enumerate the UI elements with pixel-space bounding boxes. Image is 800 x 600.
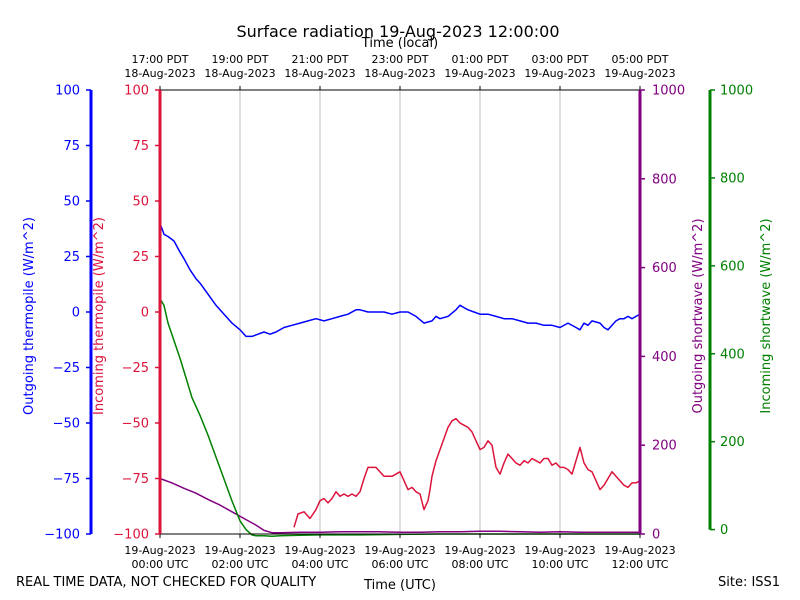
y-tick-label: 600 (652, 261, 677, 276)
x-tick-label-date: 19-Aug-2023 (604, 544, 675, 557)
y-tick-label: 800 (652, 172, 677, 187)
quality-note: REAL TIME DATA, NOT CHECKED FOR QUALITY (16, 575, 317, 590)
y-tick-label: 25 (63, 250, 80, 265)
y-axis-out-sw: 0 200 400 600 800 1000 Outgoing shortwave (W/m… (638, 84, 706, 543)
top-tick-label-time: 19:00 PDT (211, 53, 268, 66)
x-tick-label-date: 19-Aug-2023 (204, 544, 275, 557)
top-tick-label-date: 18-Aug-2023 (284, 67, 355, 80)
y-tick-label: 200 (652, 439, 677, 454)
y-tick-label: 0 (652, 528, 660, 543)
x-tick-label-date: 19-Aug-2023 (284, 544, 355, 557)
y-tick-label: 400 (652, 350, 677, 365)
x-tick-label-time: 06:00 UTC (371, 558, 428, 571)
x-tick-label-time: 00:00 UTC (131, 558, 188, 571)
y-tick-label: −100 (113, 528, 149, 543)
top-axis-title: Time (local) (361, 36, 438, 51)
x-tick-label-time: 04:00 UTC (291, 558, 348, 571)
series-line-outgoing-shortwave (159, 477, 640, 534)
x-tick-label-time: 08:00 UTC (451, 558, 508, 571)
y-tick-label: −25 (53, 361, 80, 376)
top-tick-label-time: 21:00 PDT (291, 53, 348, 66)
y-axis-title: Incoming thermopile (W/m^2) (92, 217, 107, 415)
y-tick-label: 0 (141, 306, 149, 321)
site-label: Site: ISS1 (718, 575, 781, 590)
y-axis-in-sw: 0 200 400 600 800 1000 Incoming shortwave (W/m… (708, 84, 774, 538)
y-axis-out-thermo: −100 −75 −50 −25 0 25 50 75 100 Outgoing thermopi… (22, 84, 93, 543)
y-axis-title: Incoming shortwave (W/m^2) (759, 218, 774, 413)
y-tick-label: 800 (720, 171, 745, 186)
y-tick-label: 1000 (720, 84, 753, 99)
y-tick-label: −50 (122, 417, 149, 432)
x-tick-label-date: 19-Aug-2023 (524, 544, 595, 557)
y-axis-title: Outgoing shortwave (W/m^2) (691, 218, 706, 413)
y-tick-label: 50 (63, 195, 80, 210)
series-line-outgoing-thermopile (159, 222, 641, 338)
top-tick-label-date: 18-Aug-2023 (124, 67, 195, 80)
y-tick-label: 0 (720, 523, 728, 538)
top-tick-label-date: 19-Aug-2023 (444, 67, 515, 80)
y-tick-label: −75 (53, 472, 80, 487)
y-axis-title: Outgoing thermopile (W/m^2) (22, 217, 37, 415)
top-tick-label-time: 05:00 PDT (611, 53, 668, 66)
top-tick-label-date: 19-Aug-2023 (604, 67, 675, 80)
x-tick-label-date: 19-Aug-2023 (364, 544, 435, 557)
y-tick-label: −75 (122, 472, 149, 487)
x-tick-label-time: 02:00 UTC (211, 558, 268, 571)
y-tick-label: −25 (122, 361, 149, 376)
x-tick-label-date: 19-Aug-2023 (124, 544, 195, 557)
y-tick-label: 0 (72, 306, 80, 321)
y-tick-label: 25 (132, 250, 149, 265)
y-tick-label: −50 (53, 417, 80, 432)
y-tick-label: 1000 (652, 84, 685, 99)
y-tick-label: 400 (720, 347, 745, 362)
y-tick-label: −100 (44, 528, 80, 543)
top-tick-label-date: 18-Aug-2023 (364, 67, 435, 80)
y-tick-label: 100 (55, 84, 80, 99)
series-line-incoming-thermopile (293, 417, 641, 528)
y-tick-label: 200 (720, 435, 745, 450)
x-tick-label-time: 10:00 UTC (531, 558, 588, 571)
x-tick-label-time: 12:00 UTC (611, 558, 668, 571)
y-tick-label: 50 (132, 195, 149, 210)
top-tick-label-time: 03:00 PDT (531, 53, 588, 66)
y-tick-label: 75 (63, 139, 80, 154)
top-tick-label-time: 17:00 PDT (131, 53, 188, 66)
y-axis-in-thermo: −100 −75 −50 −25 0 25 50 75 100 Incoming thermopi… (92, 84, 162, 543)
top-tick-label-time: 01:00 PDT (451, 53, 508, 66)
y-tick-label: 600 (720, 259, 745, 274)
top-tick-label-date: 18-Aug-2023 (204, 67, 275, 80)
y-tick-label: 75 (132, 139, 149, 154)
y-tick-label: 100 (124, 84, 149, 99)
x-axis-label: Time (UTC) (363, 578, 436, 593)
chart-title: Surface radiation 19-Aug-2023 12:00:00 (236, 22, 559, 41)
top-tick-label-time: 23:00 PDT (371, 53, 428, 66)
x-tick-label-date: 19-Aug-2023 (444, 544, 515, 557)
top-tick-label-date: 19-Aug-2023 (524, 67, 595, 80)
